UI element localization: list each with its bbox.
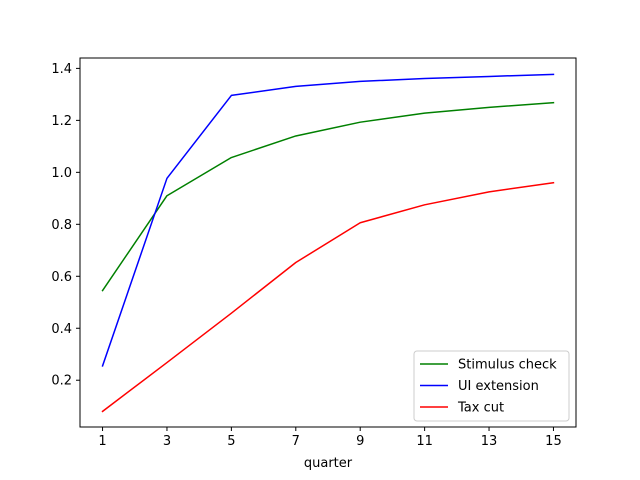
series-line-0: [101, 101, 555, 292]
legend-label: Stimulus check: [458, 358, 557, 373]
x-tick-label: 13: [481, 434, 498, 449]
x-tick-label: 3: [163, 434, 171, 449]
y-tick-label: 1.4: [51, 62, 72, 77]
y-tick-label: 0.6: [51, 270, 72, 285]
y-axis-ticks: 0.2 0.4 0.6 0.8 1.0 1.2 1.4: [51, 62, 80, 389]
legend-label: UI extension: [458, 379, 539, 394]
series-line-2: [101, 181, 555, 413]
x-tick-label: 9: [356, 434, 364, 449]
legend-label: Tax cut: [457, 401, 504, 416]
x-tick-label: 1: [98, 434, 106, 449]
x-tick-label: 5: [227, 434, 235, 449]
x-tick-label: 7: [292, 434, 300, 449]
series-line-1: [101, 73, 555, 367]
x-tick-label: 11: [416, 434, 433, 449]
legend: Stimulus check UI extension Tax cut: [413, 350, 570, 422]
y-tick-label: 0.2: [51, 374, 72, 389]
x-axis-title: quarter: [304, 456, 353, 471]
y-tick-label: 1.0: [51, 166, 72, 181]
y-tick-label: 0.4: [51, 322, 72, 337]
series-layer: [101, 73, 555, 413]
y-tick-label: 1.2: [51, 114, 72, 129]
x-tick-label: 15: [545, 434, 562, 449]
y-tick-label: 0.8: [51, 218, 72, 233]
x-axis-ticks: 1 3 5 7 9 11 13 15: [98, 427, 562, 449]
legend-box: [413, 350, 570, 422]
plot-frame: [79, 57, 577, 428]
